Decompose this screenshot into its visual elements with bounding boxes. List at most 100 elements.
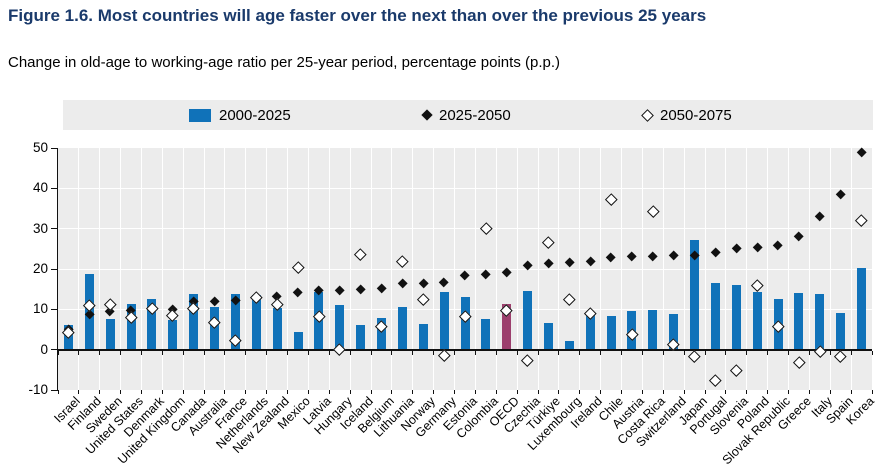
bar — [460, 297, 470, 350]
x-axis-tick — [370, 350, 372, 355]
bar — [272, 307, 282, 350]
v-gridline — [328, 148, 330, 390]
bar — [690, 240, 700, 350]
y-axis-tick — [51, 147, 57, 149]
x-axis-tick — [579, 350, 581, 355]
x-axis-tick — [433, 350, 435, 355]
x-axis-tick — [725, 390, 727, 394]
diamond-filled-marker — [397, 278, 408, 290]
bar — [293, 331, 303, 350]
v-gridline — [474, 148, 476, 390]
x-axis-tick — [140, 390, 142, 394]
bar — [418, 324, 428, 350]
v-gridline — [641, 148, 643, 390]
v-gridline — [808, 148, 810, 390]
bar — [815, 294, 825, 350]
y-tick-label: 30 — [32, 220, 48, 236]
v-gridline — [454, 148, 456, 390]
v-gridline — [120, 148, 122, 390]
diamond-open-marker — [834, 350, 847, 363]
figure-title: Figure 1.6. Most countries will age fast… — [8, 6, 707, 25]
x-axis-tick — [140, 350, 142, 355]
v-gridline — [182, 148, 184, 390]
bar — [189, 294, 199, 350]
y-axis-tick — [51, 349, 57, 351]
y-axis-tick — [51, 228, 57, 230]
y-tick-label: 50 — [32, 140, 48, 155]
x-axis-tick — [161, 350, 163, 355]
x-axis-tick — [287, 390, 289, 394]
diamond-filled-marker — [355, 284, 366, 296]
y-tick-label: 0 — [40, 341, 48, 357]
diamond-open-marker — [479, 221, 492, 234]
x-axis-tick — [391, 390, 393, 394]
diamond-open-marker — [751, 279, 764, 292]
x-axis-tick — [266, 350, 268, 355]
bar — [669, 313, 679, 350]
x-axis-tick — [495, 350, 497, 355]
diamond-filled-marker — [647, 251, 659, 263]
x-axis-tick — [662, 390, 664, 394]
x-axis-tick — [516, 390, 518, 394]
diamond-filled-marker — [543, 258, 554, 269]
diamond-open-marker — [709, 374, 722, 387]
x-axis-tick — [349, 350, 351, 355]
diamond-filled-marker — [731, 243, 742, 255]
x-axis-tick — [57, 350, 59, 355]
diamond-open-marker — [855, 214, 868, 227]
x-axis-tick — [850, 350, 852, 355]
x-axis-tick — [433, 390, 435, 394]
v-gridline — [433, 148, 435, 390]
diamond-filled-marker — [626, 251, 638, 263]
x-axis-tick — [558, 350, 560, 355]
x-axis-tick — [328, 390, 330, 394]
x-axis-tick — [370, 390, 372, 394]
v-gridline — [767, 148, 769, 390]
x-axis-tick — [99, 350, 101, 355]
bar — [126, 304, 136, 350]
x-axis-tick — [474, 350, 476, 355]
y-axis-tick — [51, 268, 57, 270]
x-axis-tick — [454, 350, 456, 355]
v-gridline — [683, 148, 685, 390]
diamond-filled-marker — [668, 250, 679, 261]
v-gridline — [140, 148, 142, 390]
y-tick-label: 10 — [32, 301, 48, 317]
x-axis-tick — [391, 350, 393, 355]
diamond-filled-marker — [418, 278, 429, 289]
v-gridline — [537, 148, 539, 390]
diamond-filled-marker — [480, 269, 492, 281]
v-gridline — [621, 148, 623, 390]
diamond-filled-marker — [814, 211, 826, 223]
v-gridline — [704, 148, 706, 390]
bar — [752, 291, 762, 350]
bar — [251, 294, 261, 350]
v-gridline — [579, 148, 581, 390]
x-axis-tick — [161, 390, 163, 394]
x-axis-tick — [725, 350, 727, 355]
x-axis-tick — [704, 390, 706, 394]
bar — [335, 304, 345, 350]
diamond-open-marker — [563, 293, 576, 306]
bar — [105, 319, 115, 350]
bar — [481, 319, 491, 350]
legend-item-2050-2075: 2050-2075 — [641, 100, 732, 130]
x-axis-tick — [245, 390, 247, 394]
v-gridline — [746, 148, 748, 390]
v-gridline — [829, 148, 831, 390]
v-gridline — [558, 148, 560, 390]
x-axis-tick — [516, 350, 518, 355]
v-gridline — [495, 148, 497, 390]
x-axis-tick — [662, 350, 664, 355]
diamond-filled-marker — [751, 242, 763, 253]
x-axis-tick — [349, 390, 351, 394]
legend-label-2050-2075: 2050-2075 — [660, 106, 732, 124]
v-gridline — [287, 148, 289, 390]
x-axis-tick — [57, 390, 59, 394]
diamond-filled-marker — [710, 247, 721, 259]
diamond-open-marker — [291, 260, 305, 274]
diamond-open-marker — [417, 292, 430, 305]
x-axis-tick — [266, 390, 268, 394]
bar — [356, 324, 366, 350]
h-gridline — [58, 228, 872, 230]
